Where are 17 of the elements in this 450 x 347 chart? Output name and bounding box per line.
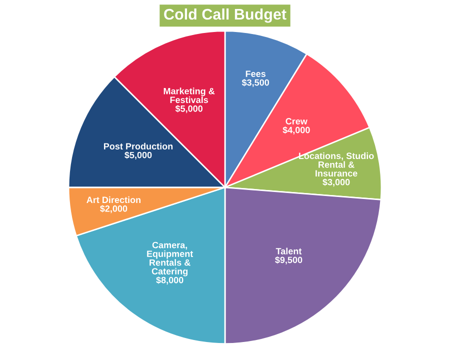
- data-label: $5,000: [175, 105, 203, 114]
- slice-label: Locations, Studio Rental & Insurance: [299, 152, 374, 177]
- slice-label: Talent: [276, 248, 302, 254]
- data-label: $5,000: [124, 151, 152, 160]
- slice-label: Fees: [246, 70, 266, 77]
- data-label: $2,000: [100, 205, 128, 214]
- data-label: $9,500: [275, 256, 302, 264]
- slice-label: Marketing & Festivals: [164, 88, 215, 104]
- slice-label: Post Production: [104, 142, 173, 150]
- chart-title: Cold Call Budget: [164, 8, 286, 23]
- slice-label: Crew: [286, 118, 308, 124]
- slice-label: Camera, Equipment Rentals & Catering: [147, 242, 194, 276]
- data-label: $3,000: [322, 178, 350, 187]
- data-label: $8,000: [156, 276, 184, 285]
- slice-label: Art Direction: [86, 196, 140, 204]
- data-label: $4,000: [282, 126, 310, 135]
- data-label: $3,500: [242, 78, 270, 88]
